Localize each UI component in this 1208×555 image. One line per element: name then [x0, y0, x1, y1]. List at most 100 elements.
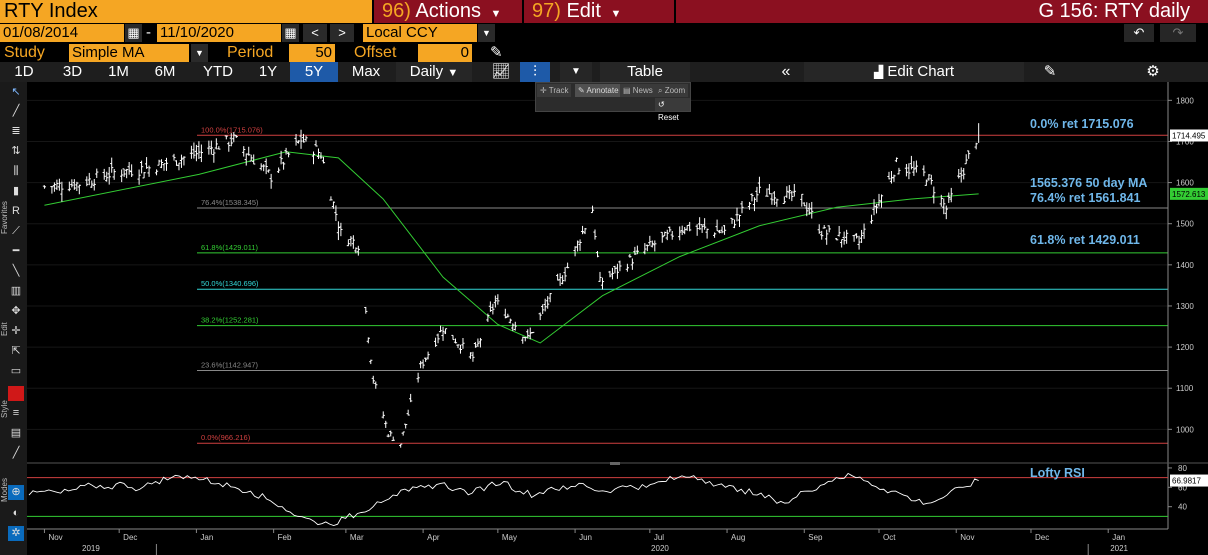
- reset-button[interactable]: ↺ Reset: [655, 98, 690, 122]
- pattern-icon[interactable]: ▥: [10, 285, 22, 297]
- ohlc-bar: [566, 262, 570, 269]
- ohlc-bar: [580, 225, 585, 235]
- ohlc-bar: [683, 226, 687, 235]
- ohlc-bar: [72, 179, 76, 190]
- ohlc-bar: [874, 203, 879, 214]
- chevron-down-icon[interactable]: ▼: [191, 44, 208, 62]
- calendar-icon[interactable]: ▦: [125, 24, 142, 42]
- fib-level-label: 38.2%(1252.281): [201, 316, 259, 325]
- crosshair-icon[interactable]: ✛: [11, 325, 21, 337]
- mode-compare-icon[interactable]: ◐: [12, 507, 20, 519]
- fibonacci-icon[interactable]: ≣: [11, 125, 21, 137]
- ohlc-bar: [147, 165, 151, 177]
- ohlc-bar: [688, 221, 692, 232]
- range-button-1m[interactable]: 1M: [108, 63, 129, 80]
- ohlc-bar: [486, 313, 490, 322]
- gear-icon[interactable]: ⚙: [1146, 63, 1160, 80]
- fib-level-label: 50.0%(1340.696): [201, 279, 259, 288]
- ohlc-bar: [252, 154, 256, 165]
- mode-chart-icon[interactable]: ⊕: [8, 485, 24, 500]
- brush-icon[interactable]: ╱: [12, 447, 20, 459]
- currency-select[interactable]: Local CCY: [363, 24, 477, 42]
- period-input[interactable]: 50: [289, 44, 335, 62]
- table-button[interactable]: Table: [600, 62, 690, 82]
- range-button-1d[interactable]: 1D: [14, 63, 34, 80]
- color-swatch-icon[interactable]: [8, 386, 24, 401]
- ray-icon[interactable]: ╲: [12, 265, 20, 277]
- collapse-icon[interactable]: «: [781, 63, 791, 80]
- study-select[interactable]: Simple MA: [69, 44, 189, 62]
- select-icon[interactable]: ⇱: [11, 345, 21, 357]
- ohlc-bar: [722, 225, 727, 235]
- security-ticker[interactable]: RTY Index: [0, 0, 372, 23]
- ohlc-bar: [478, 337, 483, 348]
- range-button-1y[interactable]: 1Y: [258, 63, 278, 80]
- channel-icon[interactable]: ⟋: [12, 225, 20, 237]
- ohlc-bar: [426, 351, 430, 360]
- range-button-3d[interactable]: 3D: [62, 63, 83, 80]
- start-date-field[interactable]: 01/08/2014: [0, 24, 124, 42]
- bar-chart-icon[interactable]: ⫶: [520, 62, 550, 82]
- annotate-button[interactable]: ✎ Annotate: [575, 84, 622, 97]
- move-icon[interactable]: ✥: [11, 305, 21, 317]
- chevron-down-icon[interactable]: ▼: [560, 62, 592, 82]
- pen-icon[interactable]: ✎: [490, 44, 503, 61]
- edit-menu[interactable]: 97) Edit ▼: [524, 0, 674, 23]
- ohlc-bar: [130, 164, 134, 177]
- range-button-max[interactable]: Max: [351, 63, 381, 80]
- ohlc-bar: [329, 196, 333, 201]
- erase-icon[interactable]: ▭: [10, 365, 22, 377]
- actions-menu[interactable]: 96) Actions ▼: [374, 0, 522, 23]
- title-bar: RTY Index 96) Actions ▼ 97) Edit ▼ G 156…: [0, 0, 1208, 23]
- bar-tool-icon[interactable]: ▮: [12, 185, 20, 197]
- range-button-6m[interactable]: 6M: [154, 63, 176, 80]
- undo-icon[interactable]: ↶: [1124, 24, 1154, 42]
- end-date-field[interactable]: 11/10/2020: [157, 24, 281, 42]
- ma-price-tag: [1170, 187, 1208, 200]
- ohlc-bar: [633, 246, 637, 255]
- line-chart-icon[interactable]: 📈︎: [491, 63, 511, 80]
- zoom-button[interactable]: ⌕ Zoom: [655, 84, 689, 97]
- chart-area[interactable]: 100.0%(1715.076) 76.4%(1538.345) 61.8%(142…: [27, 82, 1208, 555]
- chevron-down-icon[interactable]: ▼: [478, 24, 495, 42]
- calendar-icon[interactable]: ▦: [282, 24, 299, 42]
- price-tick-label: 1100: [1176, 384, 1194, 393]
- horizontal-line-icon[interactable]: ━: [12, 245, 20, 257]
- ohlc-bar: [209, 140, 213, 155]
- rsi-tick-label: 80: [1178, 464, 1187, 473]
- retracement-icon[interactable]: ⫼: [13, 165, 19, 177]
- ohlc-bar: [755, 186, 759, 203]
- line-style-icon[interactable]: ≡: [12, 407, 20, 419]
- last-price-label: 1714.495: [1172, 131, 1206, 140]
- text-style-icon[interactable]: ▤: [10, 427, 22, 439]
- range-button-5y[interactable]: 5Y: [290, 62, 338, 82]
- rsi-last-label: 66.9817: [1172, 477, 1201, 486]
- range-button-ytd[interactable]: YTD: [203, 63, 233, 80]
- ohlc-bar: [772, 191, 776, 206]
- ohlc-bar: [232, 132, 236, 143]
- mode-settings-icon[interactable]: ✲: [8, 526, 24, 541]
- ohlc-bar: [912, 161, 916, 176]
- ohlc-bar: [304, 135, 308, 142]
- ohlc-bar: [558, 273, 562, 286]
- favorites-label: Favorites: [0, 201, 9, 234]
- track-button[interactable]: ✛ Track: [537, 84, 572, 97]
- redo-icon[interactable]: ↷: [1160, 24, 1196, 42]
- annotation-edit-icon[interactable]: ✎: [1043, 63, 1057, 80]
- ohlc-bar: [142, 172, 146, 179]
- regression-icon[interactable]: R: [12, 205, 20, 217]
- news-button[interactable]: ▤ News: [620, 84, 656, 97]
- edit-chart-button[interactable]: ▟ Edit Chart: [804, 62, 1024, 82]
- chevron-down-icon: ▼: [610, 8, 622, 20]
- next-period-button[interactable]: >: [330, 24, 354, 42]
- frequency-select[interactable]: Daily ▼: [396, 62, 472, 82]
- drawing-toolbar: ↖ ╱ ≣ ⇅ ⫼ ▮ R ⟋ ━ ╲ ▥ ✥ ✛ ⇱ ▭ ≡ ▤ ╱ ⊕ ◐ …: [0, 82, 27, 555]
- pointer-icon[interactable]: ↖: [11, 86, 21, 98]
- ohlc-bar: [75, 181, 79, 192]
- previous-period-button[interactable]: <: [303, 24, 327, 42]
- offset-input[interactable]: 0: [418, 44, 472, 62]
- trend-icon[interactable]: ⇅: [11, 145, 21, 157]
- draw-line-icon[interactable]: ╱: [12, 105, 20, 117]
- ohlc-bar: [137, 169, 141, 185]
- ohlc-bar: [197, 141, 201, 159]
